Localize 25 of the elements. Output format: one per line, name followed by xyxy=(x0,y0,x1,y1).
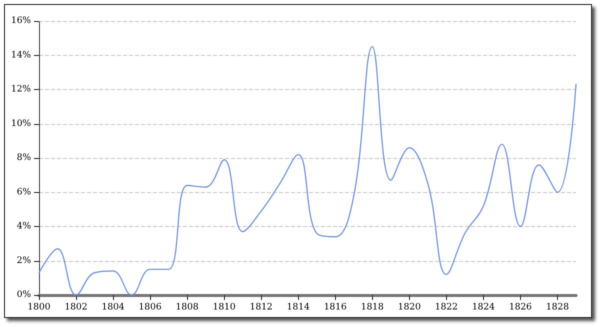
y-tick-label: 16% xyxy=(10,16,32,26)
y-tick-label: 8% xyxy=(16,153,32,163)
x-tick-label: 1820 xyxy=(398,302,422,312)
y-tick-label: 2% xyxy=(16,256,32,266)
x-tick-label: 1822 xyxy=(434,302,458,312)
x-tick-label: 1800 xyxy=(28,302,51,312)
y-tick-label: 12% xyxy=(10,84,32,94)
x-tick-label: 1826 xyxy=(508,302,532,312)
y-tick-label: 6% xyxy=(16,187,32,198)
x-tick-label: 1828 xyxy=(546,302,570,312)
x-tick-label: 1818 xyxy=(360,302,384,312)
y-tick-label: 4% xyxy=(16,222,32,232)
x-tick-label: 1816 xyxy=(324,302,347,312)
x-tick-label: 1806 xyxy=(138,302,162,312)
y-tick-label: 10% xyxy=(10,118,32,129)
x-tick-label: 1804 xyxy=(102,302,125,312)
x-tick-label: 1808 xyxy=(176,302,199,312)
x-tick-label: 1810 xyxy=(212,302,236,312)
y-tick-label: 14% xyxy=(10,50,32,60)
x-tick-label: 1814 xyxy=(286,302,310,312)
x-tick-label: 1824 xyxy=(472,302,496,312)
line-series xyxy=(38,46,577,296)
y-tick-label: 0% xyxy=(16,290,32,300)
x-tick-label: 1812 xyxy=(250,302,273,312)
x-tick-label: 1802 xyxy=(64,302,88,312)
